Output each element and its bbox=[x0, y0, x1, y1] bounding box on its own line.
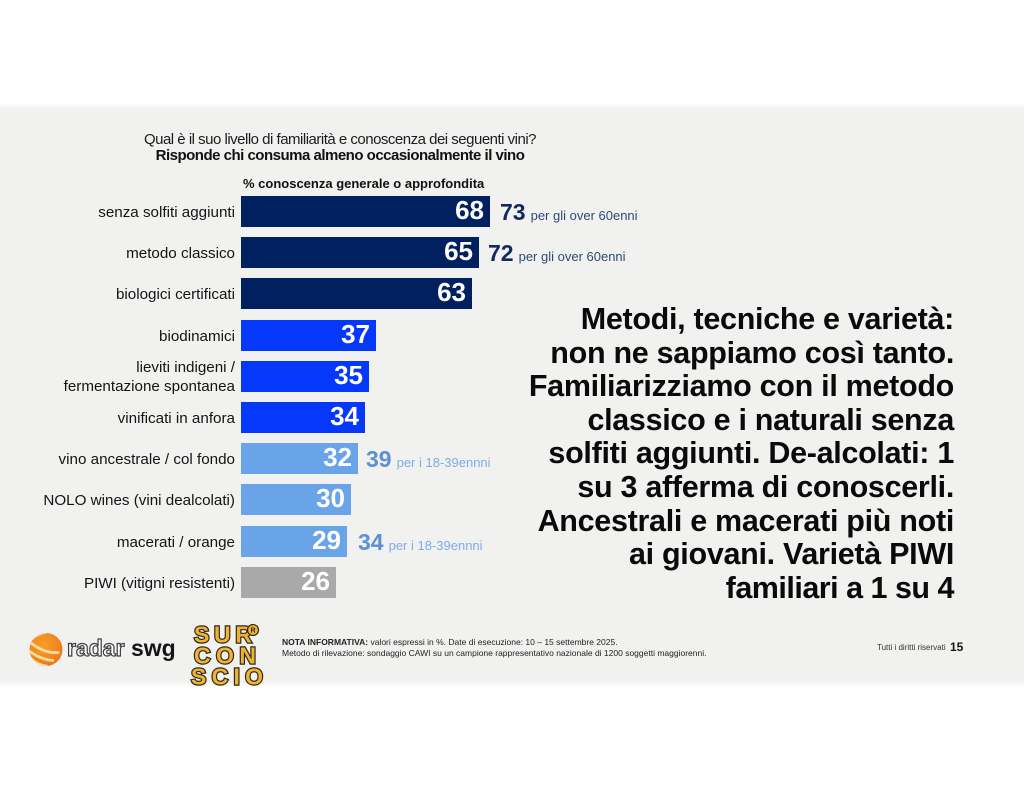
svg-text:SUR: SUR bbox=[194, 622, 252, 648]
svg-text:CON: CON bbox=[194, 643, 256, 669]
svg-text:R: R bbox=[250, 628, 255, 635]
svg-text:SCIO: SCIO bbox=[191, 664, 263, 690]
